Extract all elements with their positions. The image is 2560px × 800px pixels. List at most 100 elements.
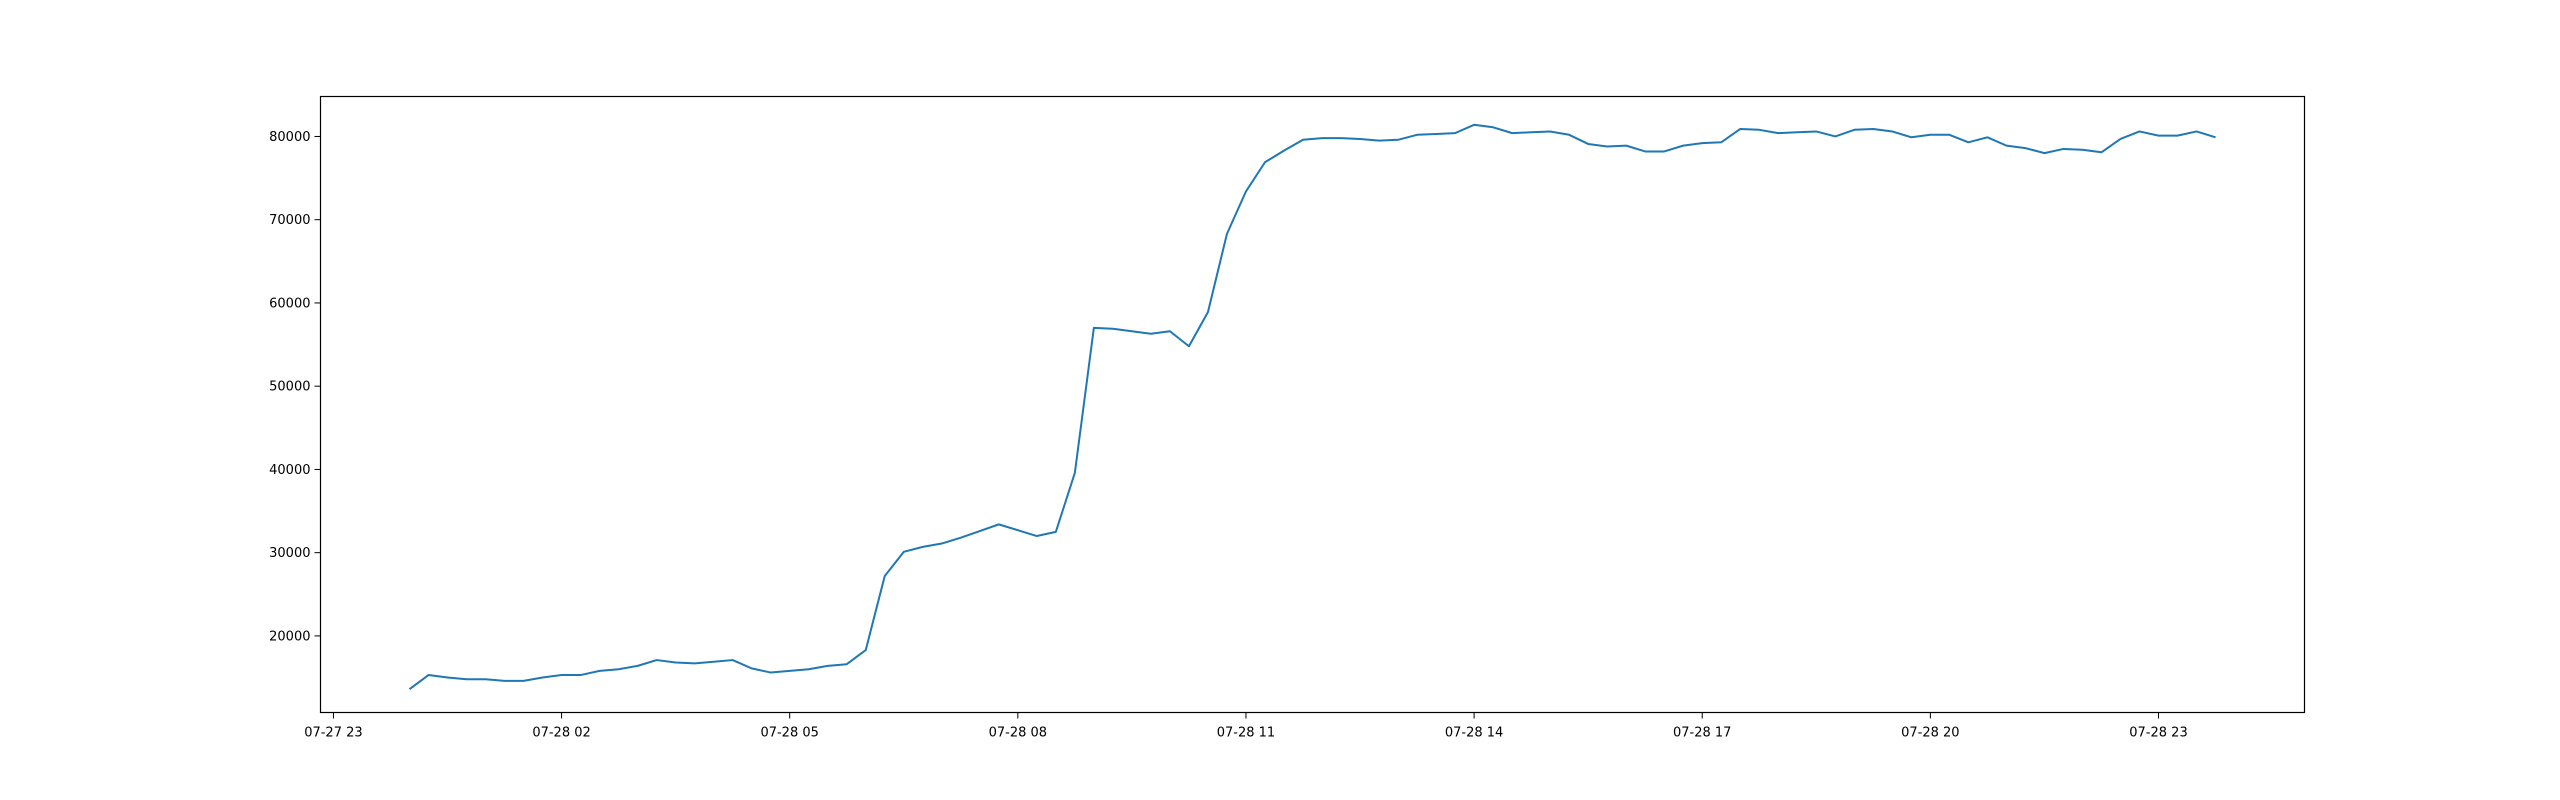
data-point [1264,161,1266,163]
data-point [1093,327,1095,329]
data-point [1891,130,1893,132]
data-point [1226,233,1228,235]
data-point [789,670,791,672]
data-point [637,665,639,667]
data-point [770,672,772,674]
data-point [1948,134,1950,136]
data-point [1188,345,1190,347]
y-tick-label: 40000 [269,463,310,478]
plot-frame [319,95,2306,714]
data-point [2043,152,2045,154]
data-point [446,677,448,679]
data-point [903,551,905,553]
data-point [1682,145,1684,147]
data-point [1853,129,1855,131]
x-tick-label: 07-28 05 [760,726,818,741]
data-point [1359,138,1361,140]
data-point [1815,130,1817,132]
data-point [1340,137,1342,139]
data-point [1511,132,1513,134]
x-tick-label: 07-28 11 [1217,726,1275,741]
series-line [408,123,2216,690]
x-tick-label: 07-28 17 [1673,726,1731,741]
data-point [1055,531,1057,533]
data-point [656,659,658,661]
data-point [998,523,1000,525]
data-point [1416,134,1418,136]
data-point [1112,328,1114,330]
data-point [865,649,867,651]
data-point [1739,128,1741,130]
y-tick-label: 30000 [269,546,310,561]
data-point [561,674,563,676]
data-point [1302,139,1304,141]
x-tick-label: 07-28 08 [989,726,1047,741]
data-point [1720,141,1722,143]
data-point [2138,130,2140,132]
data-point [1986,136,1988,138]
data-point [1207,311,1209,313]
data-point [2024,147,2026,149]
data-point [1036,535,1038,537]
y-tick-label: 50000 [269,380,310,395]
data-point [1777,132,1779,134]
data-point [427,674,429,676]
data-point [504,680,506,682]
data-point [1473,124,1475,126]
data-point [1435,133,1437,135]
data-point [1131,330,1133,332]
y-tick-label: 80000 [269,130,310,145]
data-point [1758,129,1760,131]
data-point [713,661,715,663]
data-point [1549,130,1551,132]
data-point [2119,138,2121,140]
data-point [884,575,886,577]
data-point [1910,136,1912,138]
data-point [2157,135,2159,137]
x-tick-label: 07-28 14 [1445,726,1503,741]
data-point [732,659,734,661]
data-point [1625,145,1627,147]
data-point [808,668,810,670]
data-point [922,546,924,548]
data-point [1967,141,1969,143]
data-point [960,537,962,539]
data-point [2215,136,2217,138]
data-point [542,677,544,679]
data-point [846,663,848,665]
data-point [2081,149,2083,151]
data-point [599,670,601,672]
data-point [1644,150,1646,152]
data-point [1929,134,1931,136]
data-point [2196,130,2198,132]
data-point [2100,151,2102,153]
data-point [1492,126,1494,128]
data-point [1530,131,1532,133]
data-point [1283,150,1285,152]
x-tick-label: 07-28 23 [2129,726,2187,741]
data-point [618,668,620,670]
data-point [523,680,525,682]
data-point [2177,135,2179,137]
data-point [1150,333,1152,335]
y-tick-label: 70000 [269,213,310,228]
data-point [1454,132,1456,134]
x-axis: 07-27 23 07-28 02 07-28 05 07-28 08 07-28 11… [304,712,2188,741]
data-point [694,662,696,664]
data-point [1321,137,1323,139]
data-point [1017,529,1019,531]
data-point [1245,190,1247,192]
x-tick-label: 07-27 23 [304,726,362,741]
data-point [827,665,829,667]
data-point [1606,145,1608,147]
data-point [2005,145,2007,147]
data-point [1701,142,1703,144]
data-point [1834,135,1836,137]
data-point [1872,128,1874,130]
y-axis: 20000 30000 40000 50000 60000 70000 80000 [269,130,321,644]
data-point [1397,139,1399,141]
data-point [408,688,410,690]
data-point [466,678,468,680]
